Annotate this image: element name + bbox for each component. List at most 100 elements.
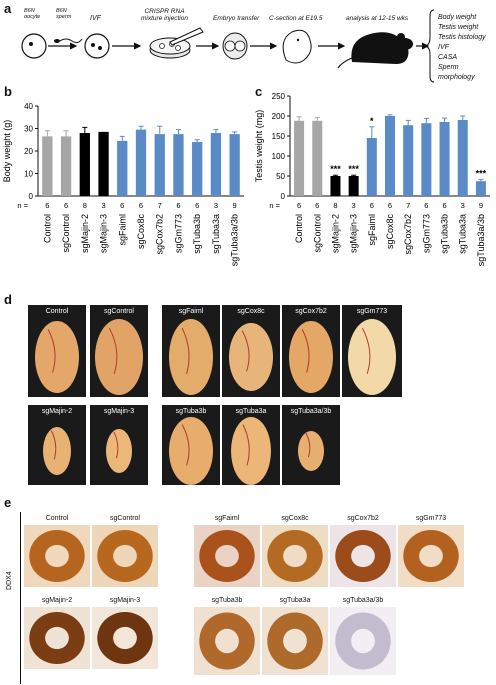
category-label: sgFaiml	[117, 214, 127, 246]
workflow-diagram	[21, 9, 435, 83]
bar	[457, 120, 468, 196]
y-tick-label: 150	[272, 132, 286, 141]
histology-image	[398, 525, 464, 587]
significance-mark: ***	[330, 164, 341, 174]
histology-label: sgFaiml	[214, 515, 240, 522]
bar	[154, 134, 165, 196]
readout-item: Sperm morphology	[438, 64, 475, 81]
category-label: sgTuba3a/3b	[230, 214, 240, 266]
n-label: 3	[352, 201, 356, 210]
n-label: 9	[233, 201, 237, 210]
histology-label: Control	[45, 515, 69, 522]
bar	[60, 136, 72, 196]
bar	[117, 140, 128, 196]
histology-label: sgCox8c	[281, 515, 309, 522]
testis-shape	[231, 417, 271, 485]
n-label: 6	[139, 201, 143, 210]
testis-shape	[169, 417, 213, 485]
testis-weight-chart: 0 50 100 150 200 250 Testis weight (mg) 6 Contro…	[254, 92, 490, 266]
testis-photo-label: sgTuba3a/3b	[290, 408, 332, 415]
oocyte-icon	[21, 33, 47, 59]
embryo-icon	[222, 32, 248, 60]
n-label: 6	[176, 201, 180, 210]
seminiferous-tubule	[403, 529, 459, 583]
testis-photo-label: sgFaiml	[178, 308, 204, 315]
n-label: 6	[120, 201, 124, 210]
bar	[79, 133, 90, 196]
histology-label: sgMajin-2	[41, 597, 73, 604]
testis-shape	[298, 431, 324, 471]
n-label: 6	[388, 201, 392, 210]
histology-image	[194, 525, 260, 587]
sperm-label: B6N sperm	[56, 8, 72, 20]
sperm-icon	[54, 38, 83, 44]
histology-image	[24, 525, 90, 587]
category-label: sgControl	[312, 214, 322, 253]
histology-label: sgGm773	[415, 515, 447, 522]
seminiferous-tubule	[335, 529, 391, 583]
testis-photo	[222, 405, 280, 485]
fertilized-egg-icon	[84, 33, 110, 59]
seminiferous-tubule	[97, 529, 153, 583]
histology-label: sgTuba3b	[211, 597, 243, 604]
stain-label: DDX4	[6, 571, 13, 590]
y-axis-label: Body weight (g)	[2, 120, 12, 183]
panel-letter-d: d	[4, 292, 12, 307]
oocyte-label: B6N oocyte	[24, 8, 41, 20]
bar	[135, 129, 147, 196]
histology-image	[92, 525, 158, 587]
category-label: sgMajin-3	[99, 214, 109, 253]
seminiferous-tubule	[267, 529, 323, 583]
readout-item: Testis weight	[438, 24, 479, 31]
n-label: 6	[45, 201, 49, 210]
bar	[385, 116, 395, 196]
bar	[312, 120, 323, 196]
category-label: sgGm773	[173, 214, 183, 253]
testis-photo-label: Control	[45, 308, 69, 315]
testis-photo	[90, 305, 148, 397]
bar	[330, 176, 341, 196]
n-label: 3	[101, 201, 105, 210]
histology-image	[194, 607, 260, 675]
y-tick-label: 40	[24, 102, 33, 111]
n-label: 6	[64, 201, 68, 210]
readout-item: Body weight	[438, 14, 477, 21]
bar	[366, 138, 377, 196]
category-label: sgCox7b2	[403, 214, 413, 255]
seminiferous-tubule	[199, 612, 255, 670]
bar	[439, 122, 450, 196]
ivf-label: IVF	[90, 15, 101, 22]
testis-photo-label: sgTuba3b	[175, 408, 207, 415]
testis-photo	[162, 405, 220, 485]
category-label: Control	[294, 214, 304, 243]
category-label: sgMajin-2	[330, 214, 340, 253]
testis-photo	[162, 305, 220, 397]
seminiferous-tubule	[29, 611, 85, 665]
mouse-icon	[337, 32, 413, 69]
testis-shape	[95, 319, 143, 395]
crispr-label: CRISPR RNA mixture injection	[141, 8, 188, 22]
testis-shape	[289, 321, 333, 393]
histology-image	[330, 607, 396, 675]
category-label: sgMajin-2	[80, 214, 90, 253]
stain-divider	[20, 512, 21, 684]
bar	[173, 134, 184, 196]
testis-photo-label: sgControl	[104, 308, 134, 315]
seminiferous-tubule	[29, 529, 85, 583]
bar	[403, 125, 414, 196]
seminiferous-tubule	[97, 611, 153, 665]
testis-photo-label: sgGm773	[356, 308, 388, 315]
pup-icon	[282, 29, 312, 64]
bar	[229, 134, 240, 196]
n-row-label: n =	[17, 201, 28, 210]
n-label: 7	[158, 201, 162, 210]
n-label: 6	[442, 201, 446, 210]
histology-image	[330, 525, 396, 587]
category-label: sgGm773	[421, 214, 431, 253]
n-label: 6	[297, 201, 301, 210]
panel-letter-c: c	[255, 84, 263, 99]
readout-item: Testis histology	[438, 34, 486, 41]
y-tick-label: 10	[24, 170, 33, 179]
significance-mark: ***	[348, 164, 359, 174]
y-tick-label: 30	[24, 125, 33, 134]
